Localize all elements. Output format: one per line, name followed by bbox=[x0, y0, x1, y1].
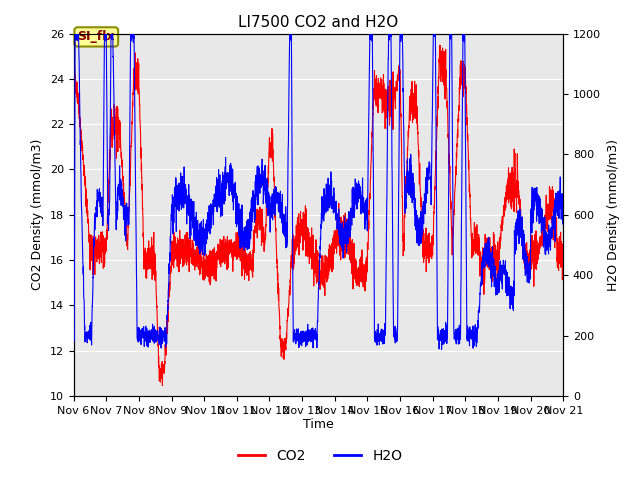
Y-axis label: H2O Density (mmol/m3): H2O Density (mmol/m3) bbox=[607, 139, 620, 291]
Legend: CO2, H2O: CO2, H2O bbox=[232, 443, 408, 468]
Text: SI_flx: SI_flx bbox=[77, 30, 115, 43]
X-axis label: Time: Time bbox=[303, 419, 334, 432]
Title: LI7500 CO2 and H2O: LI7500 CO2 and H2O bbox=[238, 15, 399, 30]
Y-axis label: CO2 Density (mmol/m3): CO2 Density (mmol/m3) bbox=[31, 139, 44, 290]
